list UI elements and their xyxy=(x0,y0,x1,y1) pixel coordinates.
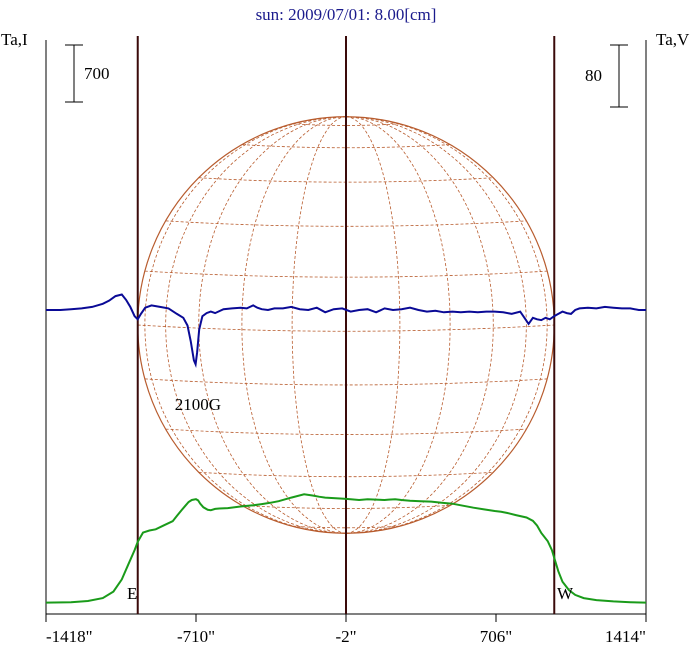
longitude-line xyxy=(241,116,347,534)
longitude-line xyxy=(345,116,548,534)
east-limb-label: E xyxy=(127,584,137,603)
longitude-line xyxy=(165,116,347,534)
longitude-line xyxy=(345,116,401,534)
x-tick-label: 1414" xyxy=(605,627,646,646)
longitude-line xyxy=(345,116,527,534)
longitude-line xyxy=(198,116,347,534)
latitude-line xyxy=(241,144,451,149)
chart-title: sun: 2009/07/01: 8.00[cm] xyxy=(256,5,437,24)
polarization-series-line xyxy=(46,293,646,369)
latitude-line xyxy=(292,123,400,126)
latitude-line xyxy=(292,525,400,529)
right-scale-bar-label: 80 xyxy=(585,66,602,85)
longitude-line xyxy=(144,116,347,534)
right-axis-label: Ta,V xyxy=(656,30,690,49)
longitude-line xyxy=(345,116,494,534)
latitude-line xyxy=(241,505,451,509)
longitude-line xyxy=(291,116,347,534)
west-limb-label: W xyxy=(557,584,574,603)
right-scale-bar xyxy=(610,44,628,108)
longitude-line xyxy=(345,116,451,534)
left-scale-bar xyxy=(65,44,83,103)
x-tick-label: -2" xyxy=(335,627,356,646)
intensity-series-line xyxy=(45,493,647,604)
x-tick-label: -710" xyxy=(177,627,215,646)
latitude-line xyxy=(137,324,555,332)
annotation-label: 2100G xyxy=(175,395,221,414)
left-axis-label: Ta,I xyxy=(1,30,28,49)
left-scale-bar-label: 700 xyxy=(84,64,110,83)
x-axis-ticks: -1418" -710" -2" 706" 1414" xyxy=(45,614,647,646)
x-tick-label: 706" xyxy=(480,627,512,646)
x-tick-label: -1418" xyxy=(46,627,93,646)
